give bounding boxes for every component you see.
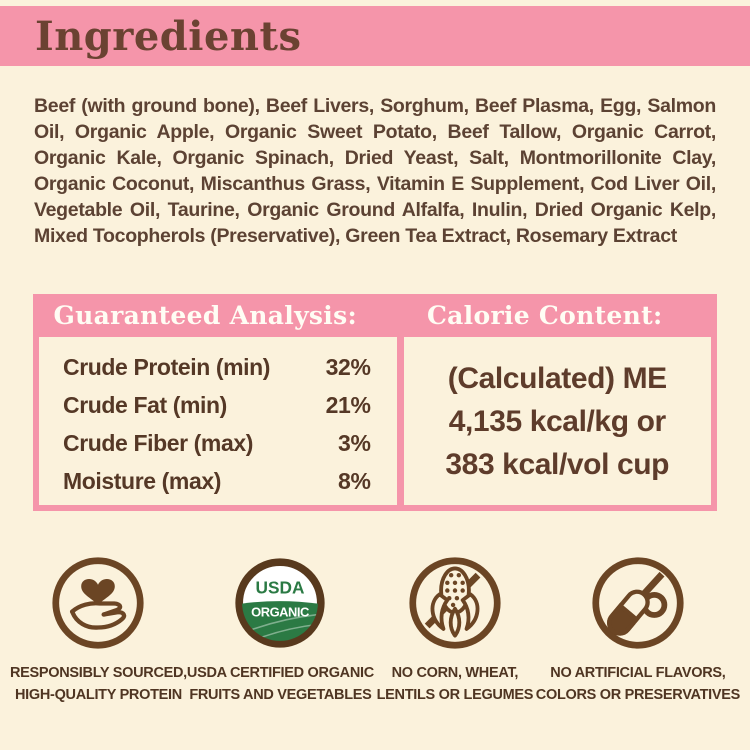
panel-headers: Guaranteed Analysis: Calorie Content:	[39, 294, 711, 337]
ga-label: Moisture (max)	[63, 468, 221, 494]
ingredients-text: Beef (with ground bone), Beef Livers, So…	[34, 95, 716, 247]
ingredients-header-band: Ingredients	[0, 6, 750, 66]
seal-usda-text: USDA	[256, 577, 305, 597]
badge-no-corn: NO CORN, WHEAT, LENTILS OR LEGUMES	[374, 555, 536, 706]
calorie-content-box: (Calculated) ME 4,135 kcal/kg or 383 kca…	[403, 337, 711, 505]
ga-value: 32%	[325, 354, 371, 380]
ga-value: 3%	[338, 430, 371, 456]
badge-caption: RESPONSIBLY SOURCED, HIGH-QUALITY PROTEI…	[10, 665, 187, 703]
table-row: Crude Protein (min) 32%	[63, 354, 371, 392]
top-margin-strip	[0, 0, 750, 6]
usda-organic-seal-icon: USDA ORGANIC	[235, 558, 326, 648]
ga-label: Crude Fiber (max)	[63, 430, 254, 456]
badge-caption: USDA CERTIFIED ORGANIC FRUITS AND VEGETA…	[186, 665, 374, 703]
table-row: Moisture (max) 8%	[63, 468, 371, 506]
table-row: Crude Fat (min) 21%	[63, 392, 371, 430]
ga-value: 8%	[338, 468, 371, 494]
calorie-line: 4,135 kcal/kg or	[448, 404, 666, 438]
table-row: Crude Fiber (max) 3%	[63, 430, 371, 468]
badge-usda-organic: USDA ORGANIC USDA CERTIFIED ORGANIC FRUI…	[187, 555, 374, 706]
ga-value: 21%	[325, 392, 371, 418]
analysis-calorie-panel: Guaranteed Analysis: Calorie Content: Cr…	[33, 294, 717, 511]
calorie-content-title: Calorie Content:	[426, 301, 663, 330]
no-artificial-additives-icon	[592, 557, 684, 649]
guaranteed-analysis-table: Crude Protein (min) 32% Crude Fat (min) …	[39, 337, 397, 505]
panel-body: Crude Protein (min) 32% Crude Fat (min) …	[39, 337, 711, 505]
badge-no-artificial: NO ARTIFICIAL FLAVORS, COLORS OR PRESERV…	[536, 555, 740, 706]
calorie-line: (Calculated) ME	[447, 361, 667, 395]
badge-caption: NO ARTIFICIAL FLAVORS, COLORS OR PRESERV…	[535, 665, 741, 703]
badge-caption: NO CORN, WHEAT, LENTILS OR LEGUMES	[376, 665, 534, 703]
heart-in-hand-icon	[52, 557, 145, 649]
badge-row: RESPONSIBLY SOURCED, HIGH-QUALITY PROTEI…	[0, 555, 750, 706]
guaranteed-analysis-title: Guaranteed Analysis:	[53, 301, 357, 330]
seal-organic-text: ORGANIC	[252, 604, 310, 619]
no-corn-icon	[409, 557, 501, 649]
ga-label: Crude Fat (min)	[63, 392, 227, 418]
ga-label: Crude Protein (min)	[63, 354, 271, 380]
calorie-line: 383 kcal/vol cup	[445, 447, 670, 481]
page-title: Ingredients	[35, 12, 302, 60]
badge-responsibly-sourced: RESPONSIBLY SOURCED, HIGH-QUALITY PROTEI…	[10, 555, 187, 706]
